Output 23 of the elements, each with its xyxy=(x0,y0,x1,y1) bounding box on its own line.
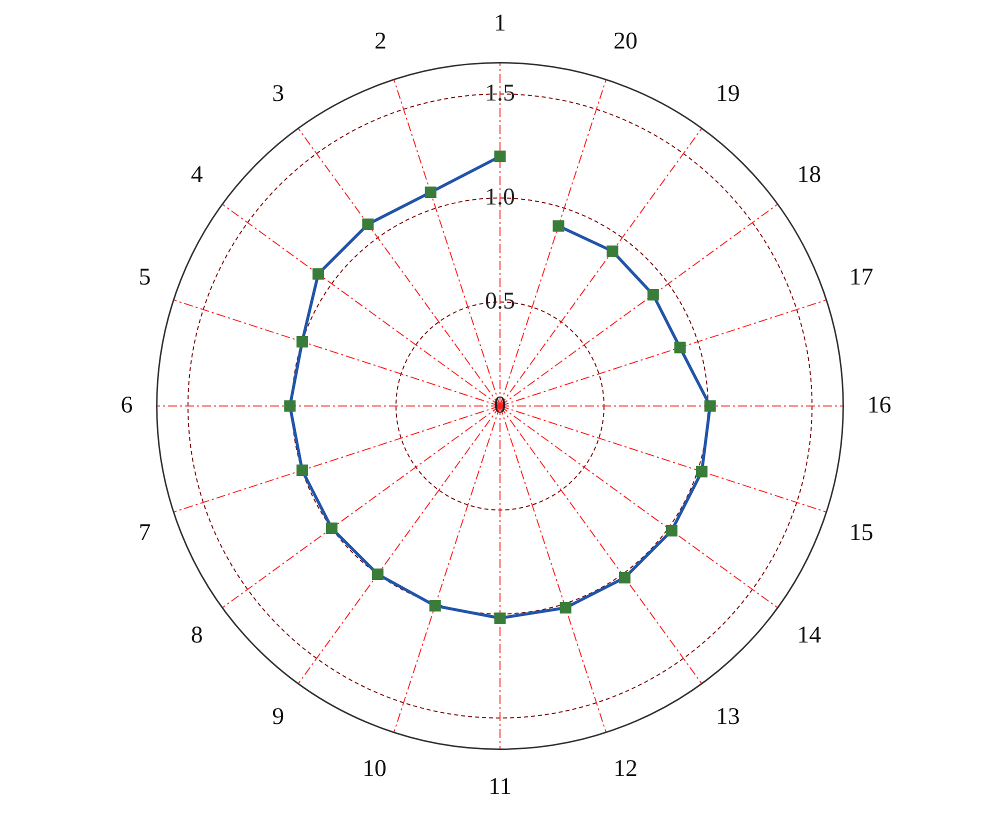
spoke-label: 4 xyxy=(190,162,203,188)
spoke-label: 1 xyxy=(494,10,506,37)
spoke-label: 16 xyxy=(867,392,892,418)
spoke-label: 12 xyxy=(613,756,638,782)
spoke-label: 20 xyxy=(613,28,638,55)
spoke-label: 3 xyxy=(272,80,284,107)
spoke-label: 19 xyxy=(716,80,740,107)
spoke-label: 2 xyxy=(374,28,387,55)
spoke-label: 9 xyxy=(272,704,284,730)
spoke-label: 13 xyxy=(716,704,740,730)
spoke-label: 6 xyxy=(120,392,133,418)
y-tick-label: 1.5 xyxy=(485,80,515,106)
spoke-label: 15 xyxy=(849,520,874,546)
spoke-label: 17 xyxy=(849,264,874,290)
spoke-label: 5 xyxy=(138,264,151,290)
spoke-label: 14 xyxy=(797,622,822,649)
y-tick-label: 0.5 xyxy=(485,288,515,314)
spoke-label: 10 xyxy=(362,756,387,782)
spoke-label: 7 xyxy=(138,520,151,546)
y-tick-label: 1.0 xyxy=(485,184,515,210)
spoke-label: 18 xyxy=(797,162,822,188)
spoke-label: 11 xyxy=(488,774,512,800)
spoke-label: 8 xyxy=(190,622,203,649)
